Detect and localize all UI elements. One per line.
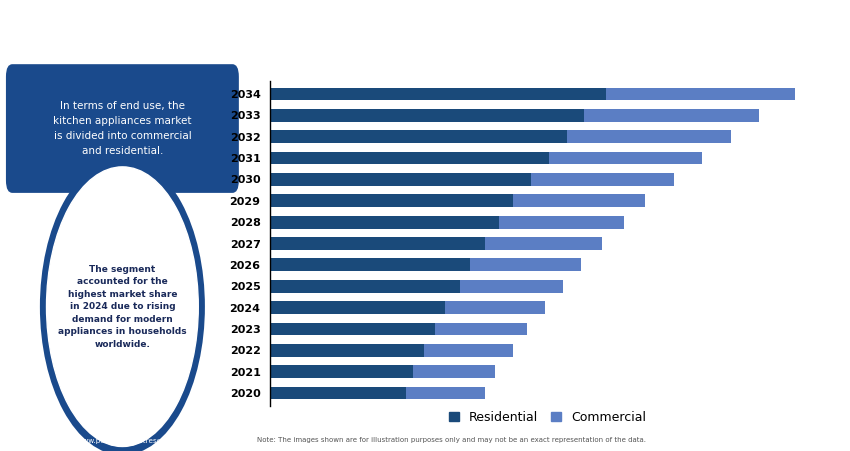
Text: Kitchen Appliances Market: Kitchen Appliances Market bbox=[263, 13, 557, 32]
Bar bbox=[513, 194, 645, 207]
Bar bbox=[531, 173, 674, 186]
Bar bbox=[413, 365, 496, 378]
Bar bbox=[270, 216, 499, 229]
Circle shape bbox=[47, 167, 198, 446]
Bar bbox=[424, 344, 513, 357]
Bar bbox=[270, 387, 406, 400]
Bar bbox=[470, 258, 581, 272]
Bar bbox=[606, 87, 795, 101]
Text: The segment
accounted for the
highest market share
in 2024 due to rising
demand : The segment accounted for the highest ma… bbox=[58, 265, 187, 349]
Text: Source:www.polarismarketresearch.com: Source:www.polarismarketresearch.com bbox=[49, 438, 196, 444]
Bar bbox=[270, 301, 445, 314]
Bar bbox=[270, 109, 585, 122]
Bar bbox=[445, 301, 545, 314]
Bar bbox=[270, 322, 434, 336]
Text: By End Use Analysis 2020 - 2034 (USD Billion): By End Use Analysis 2020 - 2034 (USD Bil… bbox=[263, 52, 536, 65]
Bar bbox=[270, 87, 606, 101]
Text: ⬠  POLARIS: ⬠ POLARIS bbox=[65, 16, 180, 34]
Bar bbox=[434, 322, 527, 336]
Bar bbox=[270, 194, 513, 207]
Bar bbox=[585, 109, 759, 122]
Text: In terms of end use, the
kitchen appliances market
is divided into commercial
an: In terms of end use, the kitchen applian… bbox=[54, 101, 191, 156]
Bar bbox=[270, 280, 460, 293]
Bar bbox=[270, 258, 470, 272]
FancyBboxPatch shape bbox=[5, 63, 240, 194]
Text: Note: The images shown are for illustration purposes only and may not be an exac: Note: The images shown are for illustrat… bbox=[257, 437, 646, 443]
Bar bbox=[270, 344, 424, 357]
Legend: Residential, Commercial: Residential, Commercial bbox=[444, 406, 651, 428]
Bar bbox=[460, 280, 563, 293]
Bar bbox=[270, 130, 567, 143]
Bar bbox=[499, 216, 624, 229]
Bar bbox=[270, 237, 484, 250]
Bar bbox=[406, 387, 484, 400]
Bar bbox=[270, 173, 531, 186]
Bar bbox=[270, 152, 549, 165]
Bar bbox=[567, 130, 731, 143]
Bar bbox=[270, 365, 413, 378]
Bar bbox=[484, 237, 603, 250]
Text: MARKET RESEARCH: MARKET RESEARCH bbox=[82, 43, 163, 52]
Bar bbox=[549, 152, 702, 165]
